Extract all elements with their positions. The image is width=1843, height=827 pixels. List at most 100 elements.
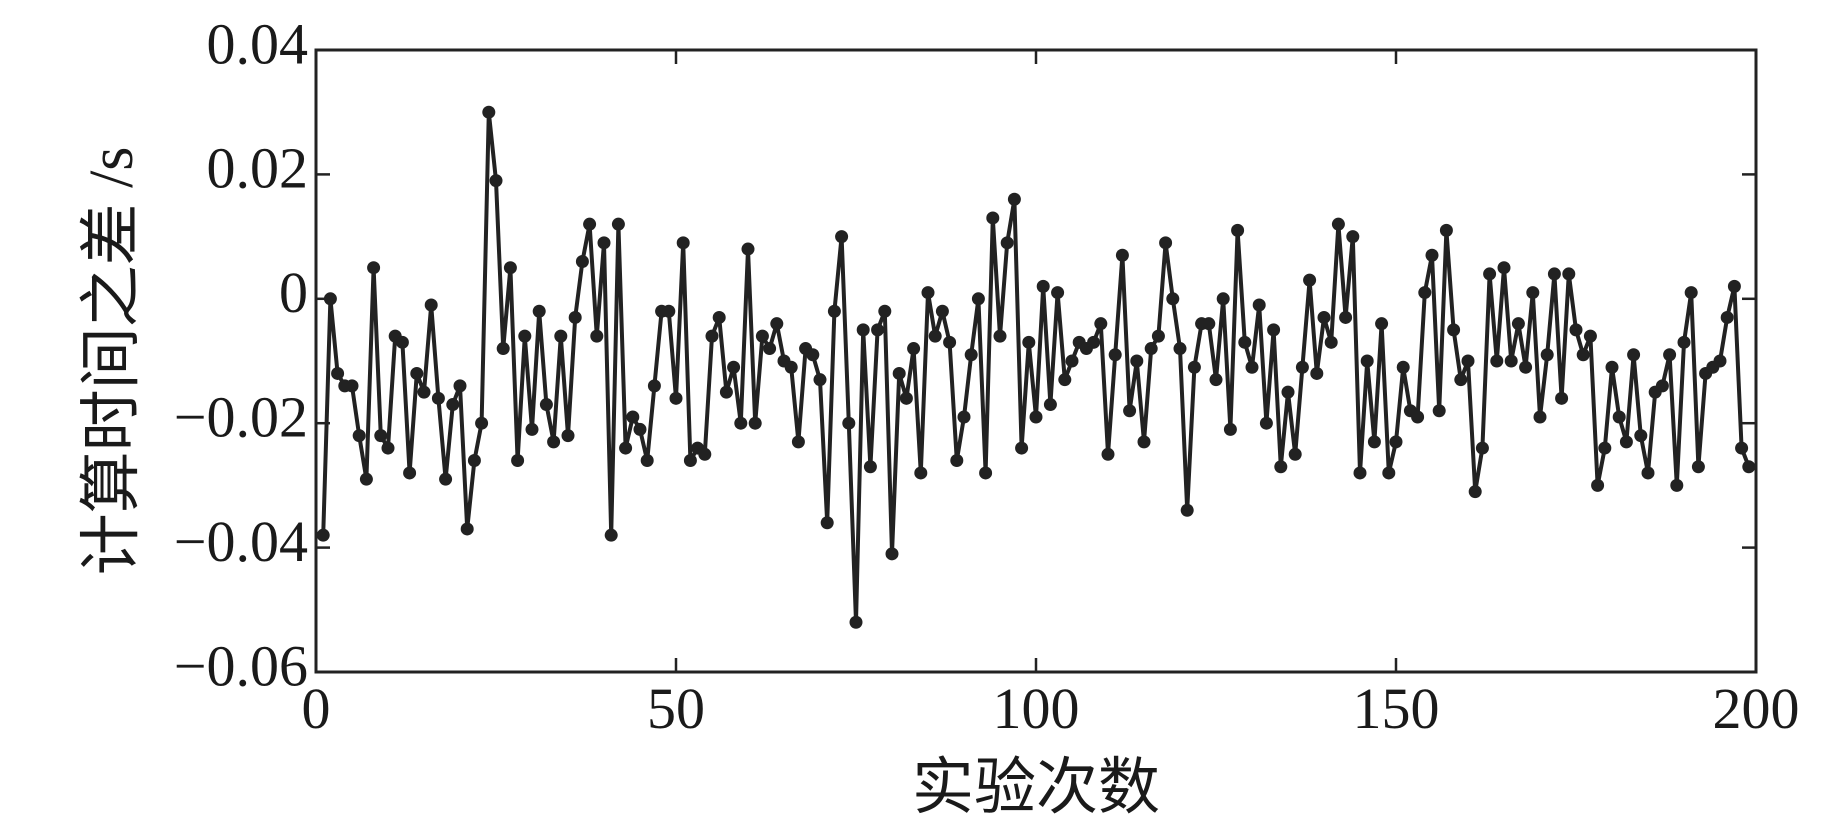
data-point	[727, 360, 741, 374]
data-point	[583, 217, 597, 231]
data-point	[907, 342, 921, 356]
data-point	[1094, 317, 1108, 331]
data-point	[935, 304, 949, 318]
data-point	[1310, 366, 1324, 380]
data-point	[914, 466, 928, 480]
data-point	[979, 466, 993, 480]
data-point	[827, 304, 841, 318]
data-point	[532, 304, 546, 318]
data-point	[1526, 286, 1540, 300]
data-point	[1187, 360, 1201, 374]
data-point	[367, 261, 381, 275]
data-point	[705, 329, 719, 343]
data-point	[1655, 379, 1669, 393]
data-point	[611, 217, 625, 231]
data-point	[1670, 478, 1684, 492]
x-tick-label: 100	[993, 676, 1080, 741]
data-point	[1591, 478, 1605, 492]
data-point	[1231, 223, 1245, 237]
data-point	[1684, 286, 1698, 300]
data-point	[1612, 410, 1626, 424]
data-point	[1245, 360, 1259, 374]
data-point	[1331, 217, 1345, 231]
data-point	[1569, 323, 1583, 337]
data-point	[1375, 317, 1389, 331]
data-point	[849, 615, 863, 629]
data-point	[1015, 441, 1029, 455]
data-point	[820, 516, 834, 530]
data-point	[1382, 466, 1396, 480]
data-point	[1641, 466, 1655, 480]
data-point	[1029, 410, 1043, 424]
data-point	[1425, 248, 1439, 262]
data-point	[561, 429, 575, 443]
y-axis-title: 计算时间之差 /s	[78, 147, 146, 576]
data-point	[1555, 391, 1569, 405]
data-point	[1519, 360, 1533, 374]
data-point	[410, 366, 424, 380]
data-point	[813, 373, 827, 387]
data-point	[1000, 236, 1014, 250]
data-point	[1360, 354, 1374, 368]
data-point	[475, 416, 489, 430]
data-point	[503, 261, 517, 275]
data-point	[1447, 323, 1461, 337]
data-point	[1605, 360, 1619, 374]
data-point	[417, 385, 431, 399]
data-point	[1022, 335, 1036, 349]
data-point	[431, 391, 445, 405]
data-point	[899, 391, 913, 405]
data-point	[1267, 323, 1281, 337]
data-point	[1324, 335, 1338, 349]
data-point	[741, 242, 755, 256]
data-point	[957, 410, 971, 424]
data-point	[662, 304, 676, 318]
data-point	[1051, 286, 1065, 300]
data-point	[676, 236, 690, 250]
data-point	[1159, 236, 1173, 250]
data-point	[1742, 460, 1756, 474]
data-point	[575, 254, 589, 268]
data-point	[1511, 317, 1525, 331]
data-point	[316, 528, 330, 542]
data-point	[928, 329, 942, 343]
data-point	[460, 522, 474, 536]
data-point	[345, 379, 359, 393]
x-tick-label: 50	[647, 676, 705, 741]
data-point	[835, 230, 849, 244]
y-tick-label: −0.04	[174, 509, 308, 574]
y-tick-label: 0.04	[207, 11, 309, 76]
x-tick-label: 150	[1353, 676, 1440, 741]
data-point	[1562, 267, 1576, 281]
data-point	[1461, 354, 1475, 368]
data-point	[1454, 373, 1468, 387]
data-point	[1065, 354, 1079, 368]
data-point	[748, 416, 762, 430]
data-point	[496, 342, 510, 356]
data-point	[1202, 317, 1216, 331]
data-point	[1223, 422, 1237, 436]
data-point	[597, 236, 611, 250]
data-point	[395, 335, 409, 349]
data-point	[698, 447, 712, 461]
data-point	[755, 329, 769, 343]
data-point	[763, 342, 777, 356]
data-point	[1396, 360, 1410, 374]
data-point	[1295, 360, 1309, 374]
data-point	[482, 105, 496, 119]
data-point	[1483, 267, 1497, 281]
x-tick-label: 200	[1713, 676, 1800, 741]
data-point	[647, 379, 661, 393]
data-point	[712, 310, 726, 324]
data-point	[1367, 435, 1381, 449]
data-point	[1598, 441, 1612, 455]
data-point	[1252, 298, 1266, 312]
data-point	[1439, 223, 1453, 237]
data-point	[1475, 441, 1489, 455]
data-point	[1007, 192, 1021, 206]
data-point	[1634, 429, 1648, 443]
data-point	[1137, 435, 1151, 449]
data-point	[1540, 348, 1554, 362]
data-point	[1497, 261, 1511, 275]
data-point	[1238, 335, 1252, 349]
